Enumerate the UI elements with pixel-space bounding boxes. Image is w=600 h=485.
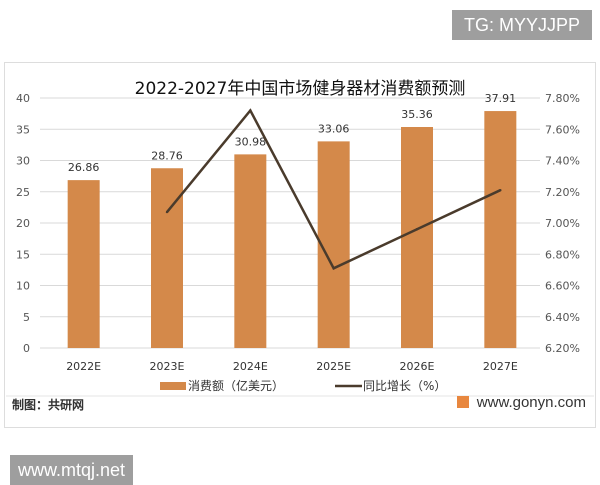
- bar-data-label: 30.98: [235, 135, 267, 148]
- y2-tick-label: 6.60%: [545, 280, 580, 293]
- y-tick-label: 30: [16, 155, 30, 168]
- legend-line-label: 同比增长（%）: [363, 379, 446, 393]
- growth-point: [332, 267, 335, 270]
- bar-data-label: 35.36: [401, 108, 433, 121]
- growth-point: [499, 188, 502, 192]
- bar-data-label: 37.91: [485, 92, 517, 105]
- bar-data-label: 28.76: [151, 149, 183, 162]
- growth-point: [249, 109, 252, 112]
- y2-tick-label: 7.60%: [545, 123, 580, 136]
- growth-point: [165, 210, 169, 214]
- y2-tick-label: 7.40%: [545, 155, 580, 168]
- x-tick-label: 2022E: [66, 360, 101, 373]
- bar: [67, 180, 100, 348]
- x-tick-label: 2027E: [483, 360, 518, 373]
- gonyn-logo-icon: [456, 396, 469, 408]
- bar-data-label: 33.06: [318, 122, 350, 135]
- legend-bar-label: 消费额（亿美元）: [188, 378, 284, 393]
- y-tick-label: 25: [16, 186, 30, 199]
- x-tick-label: 2026E: [400, 360, 435, 373]
- bar: [151, 168, 183, 348]
- legend-bar-swatch: [160, 382, 186, 390]
- bar-data-label: 26.86: [68, 161, 100, 174]
- y-tick-label: 35: [16, 123, 30, 136]
- x-tick-label: 2024E: [233, 360, 268, 373]
- watermark-tg: TG: MYYJJPP: [452, 10, 592, 40]
- bar: [234, 154, 267, 348]
- x-tick-label: 2023E: [150, 360, 185, 373]
- footer-source: 制图：共研网: [12, 398, 85, 412]
- bar: [401, 127, 433, 348]
- footer-url: www.gonyn.com: [456, 394, 586, 411]
- x-tick-label: 2025E: [316, 360, 351, 373]
- y-tick-label: 40: [16, 92, 30, 105]
- bar: [484, 111, 517, 348]
- watermark-site: www.mtqj.net: [10, 455, 133, 485]
- y2-tick-label: 7.80%: [545, 92, 580, 105]
- y2-tick-label: 7.00%: [545, 217, 580, 230]
- footer-url-text: www.gonyn.com: [476, 394, 586, 411]
- y2-tick-label: 6.80%: [545, 248, 580, 261]
- y-tick-label: 5: [23, 311, 30, 324]
- y2-tick-label: 6.40%: [545, 311, 580, 324]
- chart-frame: [4, 62, 596, 428]
- y-tick-label: 10: [16, 280, 30, 293]
- y-tick-label: 0: [23, 342, 30, 355]
- y2-tick-label: 7.20%: [545, 186, 580, 199]
- y-tick-label: 20: [16, 217, 30, 230]
- chart-title: 2022-2027年中国市场健身器材消费额预测: [135, 79, 466, 99]
- bar: [317, 141, 350, 348]
- growth-point: [415, 228, 419, 231]
- y2-tick-label: 6.20%: [545, 342, 580, 355]
- y-tick-label: 15: [16, 248, 30, 261]
